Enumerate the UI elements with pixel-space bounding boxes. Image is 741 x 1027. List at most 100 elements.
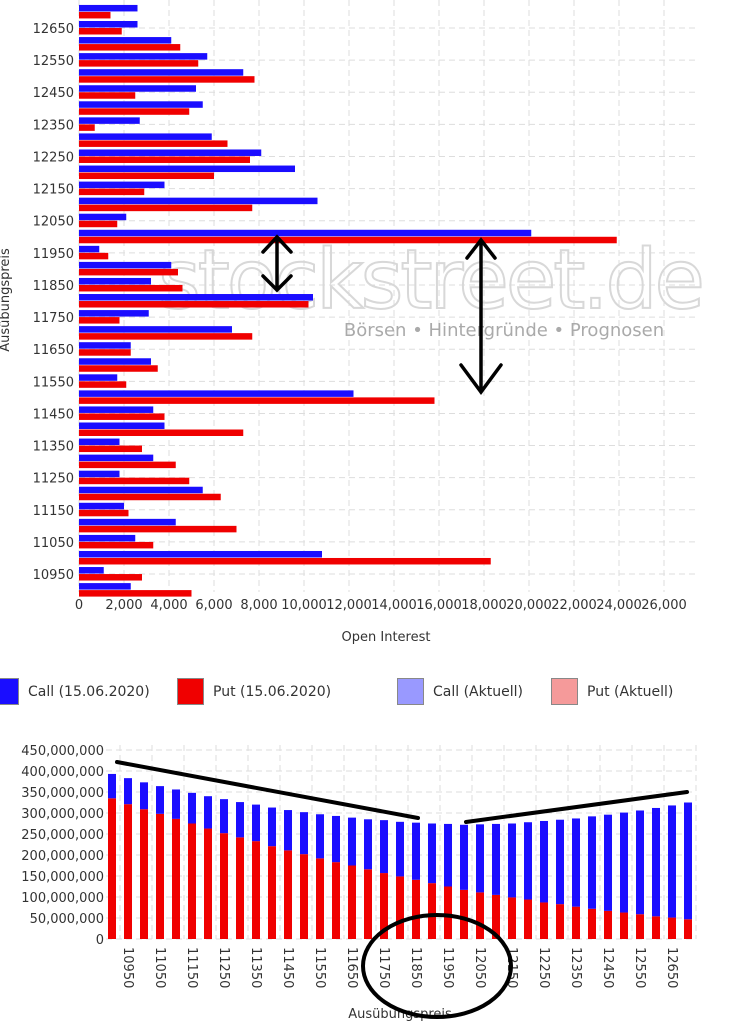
legend-label: Call (Aktuell) [433, 683, 523, 700]
put-bar [79, 317, 120, 324]
put-bar-segment [588, 908, 596, 939]
x-tick-label: 11450 [280, 947, 295, 988]
call-bar [79, 277, 151, 285]
y-tick-label: 400,000,000 [21, 765, 104, 780]
put-bar [79, 44, 181, 51]
call-bar-segment [588, 816, 596, 909]
call-bar-segment [268, 807, 276, 847]
x-tick-label: 12050 [472, 947, 487, 988]
call-bar [79, 342, 131, 349]
watermark-brand: stockstreet.de [158, 233, 702, 328]
x-tick-label: 11850 [408, 947, 423, 988]
trend-line-annotation [464, 790, 689, 824]
call-bar [79, 181, 165, 189]
call-bar-segment [380, 820, 388, 874]
call-bar-segment [444, 823, 452, 887]
put-bar-segment [172, 818, 180, 939]
call-bar-segment [316, 814, 324, 859]
legend-label: Call (15.06.2020) [28, 683, 150, 700]
call-bar-segment [156, 786, 164, 814]
legend-swatch [0, 678, 19, 705]
put-bar-segment [188, 823, 196, 939]
put-bar [79, 108, 190, 115]
y-tick-label: 11950 [33, 247, 74, 262]
y-axis-ticks: 10950 11050 11150 11250 11350 11450 11550 11650… [33, 22, 74, 583]
put-bar-segment [156, 813, 164, 939]
y-tick-label: 11250 [33, 472, 74, 487]
put-bar-segment [348, 865, 356, 939]
put-bar-segment [268, 846, 276, 939]
y-tick-label: 150,000,000 [21, 870, 104, 885]
call-bar [79, 326, 232, 333]
x-tick-label: 11550 [312, 947, 327, 988]
call-bar [79, 21, 138, 28]
call-bar-segment [172, 789, 180, 819]
put-bar-segment [620, 912, 628, 939]
x-tick-label: 16,000 [416, 598, 462, 613]
double-arrow-annotation [459, 237, 503, 395]
y-tick-label: 11450 [33, 407, 74, 422]
call-bar [79, 294, 313, 301]
put-bar-segment [236, 837, 244, 939]
annotations [261, 234, 503, 395]
put-bar [79, 461, 176, 469]
call-bar [79, 358, 151, 365]
call-bar [79, 165, 295, 173]
x-tick-label: 12550 [632, 947, 647, 988]
put-bar [79, 140, 228, 147]
grid [78, 0, 695, 592]
put-bar-segment [428, 883, 436, 939]
legend-item-call-current[interactable]: Call (Aktuell) [397, 677, 523, 706]
x-tick-label: 24,000 [596, 598, 642, 613]
x-tick-label: 22,000 [551, 598, 597, 613]
legend-item-call[interactable]: Call (15.06.2020) [0, 677, 150, 706]
put-bar-segment [364, 869, 372, 939]
legend-swatch [177, 678, 204, 705]
call-bar [79, 502, 124, 510]
x-tick-label: 8,000 [240, 598, 277, 613]
y-tick-label: 11750 [33, 311, 74, 326]
call-bar [79, 85, 196, 92]
put-bar-segment [668, 917, 676, 939]
put-bar [79, 541, 154, 549]
call-bar [79, 53, 208, 60]
x-tick-label: 20,000 [506, 598, 552, 613]
y-tick-label: 200,000,000 [21, 849, 104, 864]
put-bar-segment [412, 879, 420, 939]
put-bar-segment [444, 886, 452, 939]
x-tick-label: 18,000 [461, 598, 507, 613]
put-bar [79, 493, 221, 501]
call-bar-segment [348, 817, 356, 866]
put-bar [79, 172, 214, 180]
legend-item-put-current[interactable]: Put (Aktuell) [551, 677, 673, 706]
call-bar-segment [476, 824, 484, 893]
x-tick-label: 11750 [376, 947, 391, 988]
put-bar-segment [204, 828, 212, 939]
watermark-tagline: Börsen • Hintergründe • Prognosen [344, 320, 664, 341]
put-bar-segment [140, 809, 148, 939]
put-bar-segment [508, 897, 516, 939]
call-bar [79, 567, 104, 574]
put-bar-segment [108, 798, 116, 939]
double-arrow-annotation [261, 234, 293, 293]
x-tick-label: 4,000 [150, 598, 187, 613]
call-bar-segment [332, 815, 340, 863]
put-bar [79, 268, 178, 276]
put-bar [79, 445, 142, 453]
y-axis-ticks: 0 50,000,000 100,000,000 150,000,000 200,000… [21, 744, 104, 948]
call-bar [79, 550, 322, 558]
put-bar-segment [652, 916, 660, 939]
call-bar [79, 438, 120, 446]
call-bar-segment [364, 819, 372, 870]
legend-item-put[interactable]: Put (15.06.2020) [177, 677, 331, 706]
y-tick-label: 50,000,000 [30, 912, 104, 927]
call-bar-segment [300, 812, 308, 855]
y-tick-label: 0 [96, 933, 104, 948]
grid [106, 745, 697, 940]
y-tick-label: 12650 [33, 22, 74, 37]
put-bar [79, 60, 199, 67]
call-bar [79, 310, 149, 317]
call-bar-segment [556, 819, 564, 905]
call-bar-segment [604, 814, 612, 911]
x-tick-label: 11650 [344, 947, 359, 988]
